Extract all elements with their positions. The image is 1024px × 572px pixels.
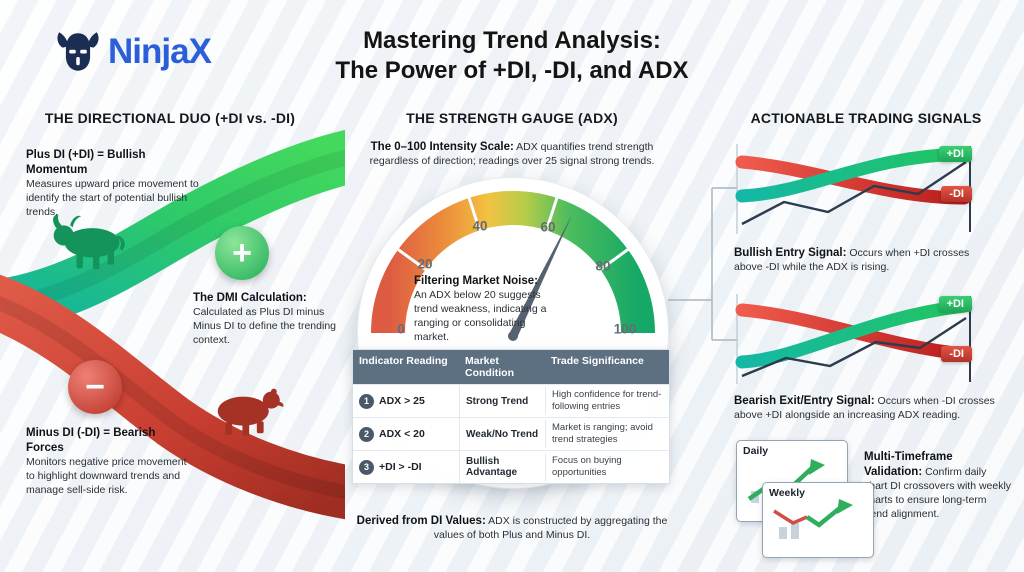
bearish-signal-desc: Occurs when -DI crosses above +DI alongs… [734, 395, 995, 422]
intensity-scale-desc: ADX quantifies trend strength regardless… [369, 141, 655, 168]
row-condition: Weak/No Trend [459, 418, 545, 450]
bearish-signal-note: Bearish Exit/Entry Signal: Occurs when -… [734, 394, 996, 423]
viking-helmet-icon [57, 32, 99, 71]
right-column-heading: ACTIONABLE TRADING SIGNALS [750, 110, 982, 126]
derived-from-di-title: Derived from DI Values: [356, 515, 486, 527]
gauge-tick-40: 40 [472, 218, 488, 234]
market-noise-desc: An ADX below 20 suggests trend weakness,… [414, 289, 547, 343]
table-row: 3 +DI > -DI Bullish Advantage Focus on bu… [353, 450, 669, 483]
bearish-signal-title: Bearish Exit/Entry Signal: [734, 395, 875, 407]
minus-di-note: Minus DI (-DI) = Bearish Forces Monitors… [26, 426, 194, 498]
plus-di-badge: +DI [938, 146, 972, 162]
page-title: Mastering Trend Analysis: The Power of +… [292, 26, 732, 86]
market-noise-note: Filtering Market Noise: An ADX below 20 … [414, 274, 550, 345]
plus-symbol: + [232, 233, 252, 272]
row-condition: Strong Trend [459, 385, 545, 417]
row-number-badge: 3 [359, 459, 374, 475]
gauge-tick-60: 60 [540, 219, 556, 235]
multi-timeframe-desc: Confirm daily chart DI crossovers with w… [864, 466, 1012, 521]
row-reading: ADX > 25 [379, 395, 425, 407]
bullish-signal-title: Bullish Entry Signal: [734, 247, 847, 259]
gauge-tick-0: 0 [397, 321, 405, 337]
row-condition: Bullish Advantage [459, 451, 545, 483]
bearish-ribbon [0, 274, 345, 520]
ninjax-logo: NinjaX [56, 30, 212, 74]
dmi-desc: Calculated as Plus DI minus Minus DI to … [193, 306, 337, 346]
left-column-heading: THE DIRECTIONAL DUO (+DI vs. -DI) [44, 110, 296, 126]
bear-icon [217, 388, 284, 436]
minus-di-title: Minus DI (-DI) = Bearish Forces [26, 427, 156, 455]
minus-di-badge: -DI [941, 346, 972, 362]
plus-di-badge: +DI [938, 296, 972, 312]
minus-di-badge: -DI [941, 186, 972, 202]
daily-label: Daily [743, 445, 769, 457]
bullish-signal-desc: Occurs when +DI crosses above -DI while … [734, 247, 970, 274]
plus-di-desc: Measures upward price movement to identi… [26, 178, 199, 219]
gauge-arc [371, 191, 655, 341]
row-significance: High confidence for trend-following entr… [545, 387, 669, 415]
minus-symbol: − [85, 367, 105, 406]
page-title-line1: Mastering Trend Analysis: [363, 27, 661, 54]
row-number-badge: 1 [359, 393, 374, 409]
row-significance: Market is ranging; avoid trend strategie… [545, 420, 669, 448]
uptrend-arrow-icon [773, 499, 853, 539]
multi-timeframe-title: Multi-Timeframe Validation: [864, 451, 953, 479]
minus-icon: − [68, 360, 122, 414]
connector-lines [668, 187, 738, 341]
table-row: 2 ADX < 20 Weak/No Trend Market is rangin… [353, 417, 669, 450]
gauge-tick-100: 100 [613, 321, 637, 337]
middle-column-heading: THE STRENGTH GAUGE (ADX) [406, 110, 618, 126]
row-reading: ADX < 20 [379, 428, 425, 440]
adx-table: Indicator Reading Market Condition Trade… [352, 349, 670, 484]
derived-from-di-note: Derived from DI Values: ADX is construct… [344, 514, 680, 543]
plus-di-note: Plus DI (+DI) = Bullish Momentum Measure… [26, 148, 204, 220]
bullish-cross-chart: +DI -DI [734, 140, 976, 238]
intensity-scale-note: The 0–100 Intensity Scale: ADX quantifie… [348, 140, 676, 169]
dmi-note: The DMI Calculation: Calculated as Plus … [193, 291, 343, 348]
gauge-needle [508, 213, 573, 341]
plus-icon: + [215, 226, 269, 280]
row-number-badge: 2 [359, 426, 374, 442]
weekly-label: Weekly [769, 487, 805, 499]
gauge-tick-80: 80 [595, 258, 611, 274]
minus-di-desc: Monitors negative price movement to high… [26, 456, 187, 497]
table-row: 1 ADX > 25 Strong Trend High confidence f… [353, 384, 669, 417]
page-title-line2: The Power of +DI, -DI, and ADX [335, 57, 689, 84]
plus-di-title: Plus DI (+DI) = Bullish Momentum [26, 149, 146, 177]
table-header-reading: Indicator Reading [359, 355, 448, 367]
bullish-signal-note: Bullish Entry Signal: Occurs when +DI cr… [734, 246, 986, 275]
multi-timeframe-note: Multi-Timeframe Validation: Confirm dail… [864, 450, 1012, 522]
table-header-row: Indicator Reading Market Condition Trade… [353, 350, 669, 384]
bearish-cross-chart: +DI -DI [734, 290, 976, 388]
dmi-title: The DMI Calculation: [193, 292, 307, 304]
table-header-significance: Trade Significance [551, 355, 644, 367]
table-header-condition: Market Condition [465, 355, 514, 379]
bullish-ribbon [0, 129, 345, 323]
bull-icon [53, 214, 125, 270]
logo-text: NinjaX [108, 32, 212, 71]
gauge-tick-20: 20 [417, 256, 433, 272]
intensity-scale-title: The 0–100 Intensity Scale: [370, 141, 514, 153]
row-reading: +DI > -DI [379, 461, 422, 473]
weekly-card: Weekly [762, 482, 874, 558]
row-significance: Focus on buying opportunities [545, 453, 669, 481]
market-noise-title: Filtering Market Noise: [414, 275, 538, 287]
derived-from-di-desc: ADX is constructed by aggregating the va… [433, 515, 668, 542]
